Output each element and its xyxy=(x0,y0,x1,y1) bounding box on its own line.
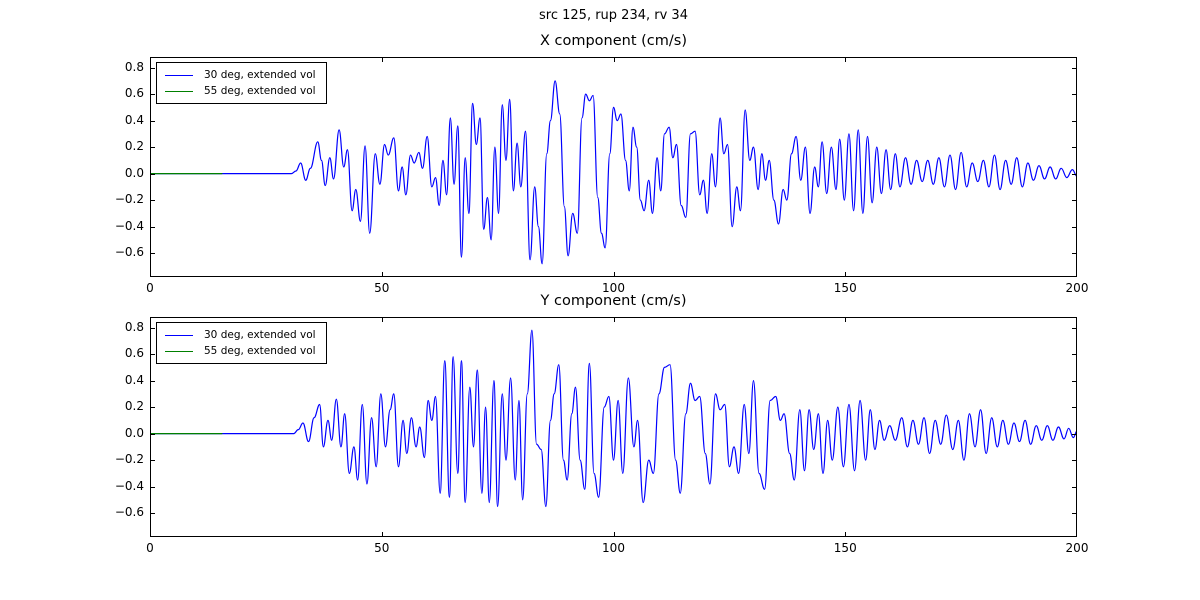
y-tick-label: 0.8 xyxy=(124,319,144,334)
x-tick-label: 0 xyxy=(146,281,154,295)
legend-label: 30 deg, extended vol xyxy=(204,69,316,81)
y-tick-label: 0.4 xyxy=(124,112,144,127)
legend-line-swatch xyxy=(165,350,193,352)
y-tick-label: 0.4 xyxy=(124,372,144,387)
subplot-title-y-component: Y component (cm/s) xyxy=(540,293,687,309)
x-tick-label: 150 xyxy=(833,541,857,555)
y-tick-label: 0.6 xyxy=(124,346,144,361)
legend-line-swatch xyxy=(165,90,193,92)
y-tick-label: −0.4 xyxy=(114,218,144,233)
x-tick-label: 100 xyxy=(602,281,625,295)
y-tick-label: −0.2 xyxy=(114,192,144,207)
legend-label: 55 deg, extended vol xyxy=(204,345,316,357)
x-tick-label: 200 xyxy=(1065,281,1089,295)
legend-line-swatch xyxy=(165,334,193,336)
axes-frame xyxy=(150,57,1077,277)
y-tick-label: 0.0 xyxy=(124,165,144,180)
y-tick-label: 0.2 xyxy=(124,399,144,414)
x-tick-label: 200 xyxy=(1065,541,1089,555)
waveform-line-30deg xyxy=(150,80,1077,265)
y-tick-label: −0.6 xyxy=(114,505,144,520)
axes-frame xyxy=(150,317,1077,537)
axes-y-component xyxy=(150,317,1077,537)
waveform-line-30deg xyxy=(150,329,1077,508)
axes-x-component xyxy=(150,57,1077,277)
legend-entry: 55 deg, extended vol xyxy=(165,83,316,99)
legend-entry: 30 deg, extended vol xyxy=(165,327,316,343)
y-tick-label: 0.0 xyxy=(124,425,144,440)
y-tick-label: −0.2 xyxy=(114,452,144,467)
x-tick-label: 150 xyxy=(833,281,857,295)
x-tick-label: 100 xyxy=(602,541,625,555)
y-tick-label: 0.6 xyxy=(124,86,144,101)
legend-y-component: 30 deg, extended vol 55 deg, extended vol xyxy=(156,322,327,364)
legend-label: 55 deg, extended vol xyxy=(204,85,316,97)
legend-x-component: 30 deg, extended vol 55 deg, extended vol xyxy=(156,62,327,104)
y-tick-label: 0.2 xyxy=(124,139,144,154)
x-tick-label: 50 xyxy=(374,281,390,295)
legend-line-swatch xyxy=(165,74,193,76)
legend-entry: 55 deg, extended vol xyxy=(165,343,316,359)
y-tick-label: 0.8 xyxy=(124,59,144,74)
y-tick-label: −0.6 xyxy=(114,245,144,260)
x-tick-label: 50 xyxy=(374,541,390,555)
legend-entry: 30 deg, extended vol xyxy=(165,67,316,83)
subplot-title-x-component: X component (cm/s) xyxy=(539,33,688,49)
y-tick-label: −0.4 xyxy=(114,478,144,493)
legend-label: 30 deg, extended vol xyxy=(204,329,316,341)
x-tick-label: 0 xyxy=(146,541,154,555)
figure-title: src 125, rup 234, rv 34 xyxy=(539,8,688,23)
